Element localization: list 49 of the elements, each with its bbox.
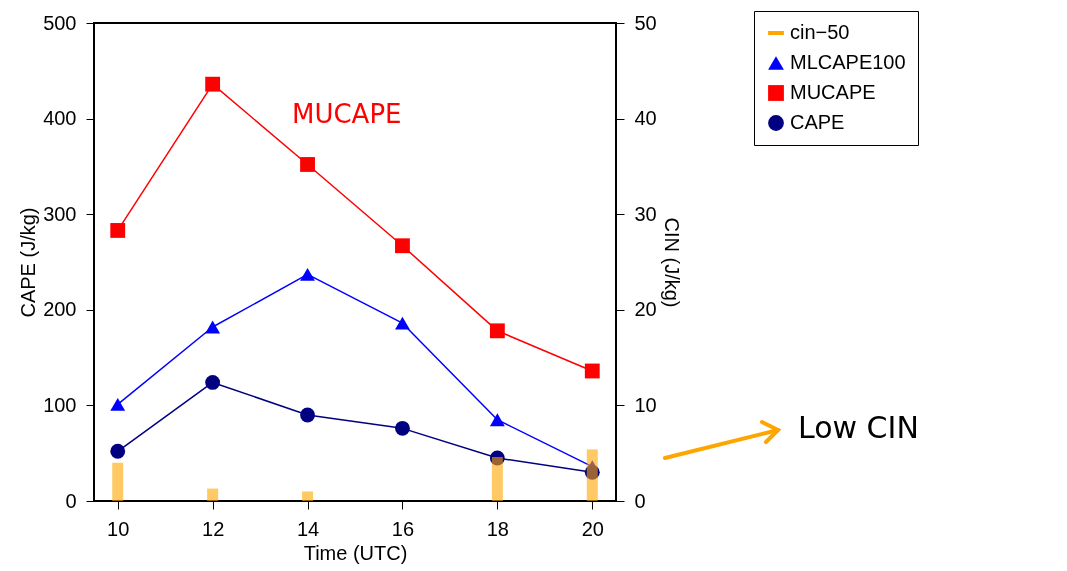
legend-label: cin−50 [790, 21, 850, 43]
y2-axis-title: CIN (J/kg) [660, 217, 683, 308]
x-tick-label: 16 [391, 517, 415, 540]
bar [207, 488, 219, 501]
y-axis-title: CAPE (J/kg) [17, 207, 40, 318]
y2-tick-label: 20 [634, 298, 657, 321]
point [205, 76, 221, 92]
y2-tick-label: 30 [634, 202, 657, 225]
point [395, 420, 410, 436]
x-tick-label: 18 [486, 517, 509, 540]
point [300, 157, 315, 172]
point [489, 450, 505, 466]
legend-label: MUCAPE [790, 81, 876, 103]
legend-label: CAPE [790, 111, 845, 133]
point [110, 223, 126, 238]
y2-tick-label: 40 [634, 107, 657, 130]
point [489, 413, 505, 427]
point [300, 407, 315, 423]
point [395, 316, 410, 330]
point [205, 375, 221, 390]
bar [586, 449, 598, 501]
y2-tick-label: 50 [634, 11, 657, 34]
bar [491, 457, 503, 501]
point [489, 323, 505, 339]
point [300, 268, 315, 281]
bar [302, 491, 314, 501]
x-tick-label: 14 [296, 517, 320, 540]
y2-tick-label: 0 [634, 489, 646, 512]
legend-label: MLCAPE100 [790, 51, 906, 73]
y-tick-label: 200 [43, 298, 77, 321]
point [395, 238, 410, 254]
text: Low CIN [798, 410, 919, 445]
x-tick-label: 12 [202, 517, 225, 540]
y-tick-label: 300 [43, 202, 77, 225]
point [584, 464, 600, 480]
point [584, 363, 600, 379]
y2-tick-label: 10 [634, 393, 657, 416]
x-axis-title: Time (UTC) [303, 541, 408, 564]
y-tick-label: 400 [43, 107, 77, 130]
y-tick-label: 500 [43, 11, 77, 34]
point [205, 320, 221, 334]
x-tick-label: 20 [581, 517, 604, 540]
x-tick-label: 10 [107, 517, 130, 540]
point [110, 443, 126, 459]
annotation: MUCAPE [292, 99, 402, 129]
y-tick-label: 100 [43, 393, 77, 416]
point [110, 398, 126, 411]
y-tick-label: 0 [65, 489, 77, 512]
bar [112, 462, 124, 501]
